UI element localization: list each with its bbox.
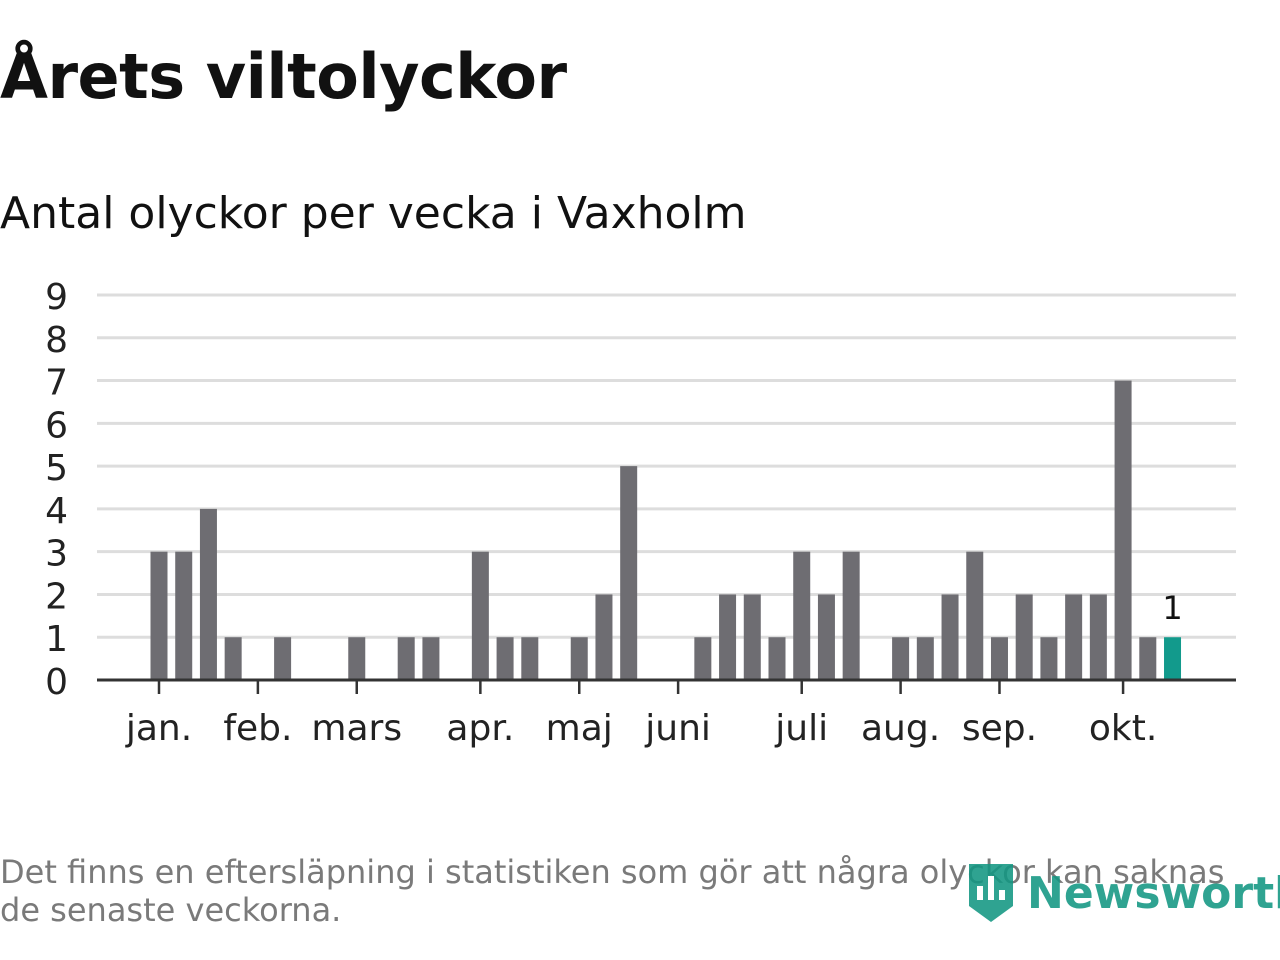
- bar-week-4: [224, 637, 242, 680]
- y-tick-label: 0: [45, 662, 68, 703]
- bar-week-23: [694, 637, 712, 680]
- y-tick-label: 2: [45, 576, 68, 617]
- bar-week-32: [916, 637, 934, 680]
- bar-week-41: [1139, 637, 1157, 680]
- brand-logo: Newsworthy: [965, 862, 1280, 924]
- bar-week-6: [274, 637, 292, 680]
- month-label: mars: [311, 708, 402, 749]
- bar-week-15: [496, 637, 514, 680]
- bar-week-2: [175, 551, 193, 680]
- x-axis: jan. feb. mars apr. maj juni juli aug. sep. okt.: [97, 678, 1236, 749]
- chart-subtitle: Antal olyckor per vecka i Vaxholm: [0, 188, 747, 239]
- bar-week-35: [990, 637, 1008, 680]
- month-label: apr.: [446, 708, 514, 749]
- chart-title: Årets viltolyckor: [0, 40, 567, 113]
- y-tick-label: 8: [45, 320, 68, 361]
- month-label: juli: [774, 708, 828, 749]
- gridlines: [97, 293, 1236, 639]
- y-tick-label: 1: [45, 619, 68, 660]
- bar-week-29: [842, 551, 860, 680]
- month-label: maj: [546, 708, 613, 749]
- bar-week-18: [570, 637, 588, 680]
- bar-week-24: [719, 594, 737, 680]
- y-tick-label: 6: [45, 405, 68, 446]
- bar-week-14: [471, 551, 489, 680]
- y-tick-label: 3: [45, 534, 68, 575]
- y-tick-label: 9: [45, 277, 68, 318]
- bar-week-34: [966, 551, 984, 680]
- bar-week-27: [793, 551, 811, 680]
- bar-week-19: [595, 594, 613, 680]
- bar-week-9: [348, 637, 366, 680]
- bar-week-36: [1015, 594, 1033, 680]
- bar-week-16: [521, 637, 539, 680]
- y-tick-label: 4: [45, 491, 68, 532]
- y-tick-label: 5: [45, 448, 68, 489]
- bar-week-40: [1114, 380, 1132, 680]
- month-label: jan.: [125, 708, 192, 749]
- bar-week-25: [743, 594, 761, 680]
- bar-week-26: [768, 637, 786, 680]
- bar-week-11: [397, 637, 415, 680]
- bar-week-38: [1065, 594, 1083, 680]
- bar-week-28: [817, 594, 835, 680]
- y-tick-label: 7: [45, 363, 68, 404]
- month-label: aug.: [861, 708, 940, 749]
- month-label: sep.: [962, 708, 1037, 749]
- bar-week-39: [1089, 594, 1107, 680]
- month-label: okt.: [1089, 708, 1157, 749]
- brand-name: Newsworthy: [1027, 867, 1280, 919]
- bar-week-31: [892, 637, 910, 680]
- month-label: juni: [644, 708, 711, 749]
- bar-week-1: [150, 551, 168, 680]
- bar-week-20: [620, 466, 638, 680]
- highlight-data-label: 1: [1162, 589, 1182, 627]
- bars: [150, 380, 1182, 680]
- newsworthy-logo-icon: [969, 864, 1013, 922]
- bar-week-33: [941, 594, 959, 680]
- bar-week-12: [422, 637, 440, 680]
- footnote: Det finns en eftersläpning i statistiken…: [0, 853, 1225, 929]
- bar-week-3: [199, 508, 217, 680]
- bar-week-42: [1164, 637, 1182, 680]
- month-label: feb.: [223, 708, 292, 749]
- annotations: 1: [1162, 589, 1182, 627]
- bar-week-37: [1040, 637, 1058, 680]
